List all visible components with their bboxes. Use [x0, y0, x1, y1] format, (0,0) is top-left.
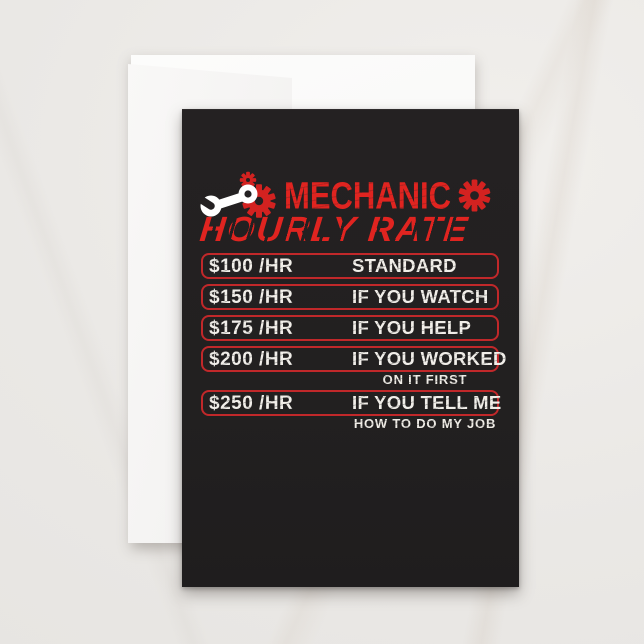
- rate-condition-note: HOW TO DO MY JOB: [353, 416, 497, 431]
- card-subtitle: HOURLY RATE: [198, 210, 472, 249]
- rate-box: $150 /HR IF YOU WATCH: [201, 284, 499, 310]
- rate-box: $175 /HR IF YOU HELP: [201, 315, 499, 341]
- rate-condition: STANDARD: [352, 254, 457, 276]
- rate-list: $100 /HR STANDARD $150 /HR IF YOU WATCH …: [201, 253, 506, 431]
- wrench-icon: [198, 184, 258, 217]
- rate-price: $100 /HR: [209, 255, 294, 277]
- mechanic-rate-card: MECHANIC: [182, 109, 519, 587]
- rate-price: $200 /HR: [209, 348, 294, 370]
- rate-box: $200 /HR IF YOU WORKED: [201, 346, 506, 372]
- wrench-with-gears-icon: [198, 171, 276, 218]
- rate-condition: IF YOU TELL ME: [352, 391, 502, 413]
- rate-price: $250 /HR: [209, 392, 294, 414]
- rate-condition: IF YOU HELP: [352, 316, 472, 338]
- rate-box: $250 /HR IF YOU TELL ME: [201, 390, 502, 416]
- rate-row: $250 /HR IF YOU TELL ME HOW TO DO MY JOB: [201, 390, 502, 431]
- card-content: MECHANIC: [182, 109, 519, 430]
- gear-icon: [458, 178, 491, 212]
- rate-row: $150 /HR IF YOU WATCH: [201, 284, 499, 310]
- rate-price: $150 /HR: [209, 286, 294, 308]
- rate-row: $100 /HR STANDARD: [201, 253, 499, 279]
- rate-box: $100 /HR STANDARD: [201, 253, 499, 279]
- rate-row: $175 /HR IF YOU HELP: [201, 315, 499, 341]
- rate-condition-note: ON IT FIRST: [382, 372, 468, 387]
- rate-row: $200 /HR IF YOU WORKED ON IT FIRST: [201, 346, 506, 387]
- card-title: MECHANIC: [284, 173, 452, 217]
- rate-condition: IF YOU WATCH: [352, 285, 489, 307]
- card-header: MECHANIC: [198, 170, 499, 220]
- rate-condition: IF YOU WORKED: [352, 347, 507, 369]
- rate-price: $175 /HR: [209, 317, 294, 339]
